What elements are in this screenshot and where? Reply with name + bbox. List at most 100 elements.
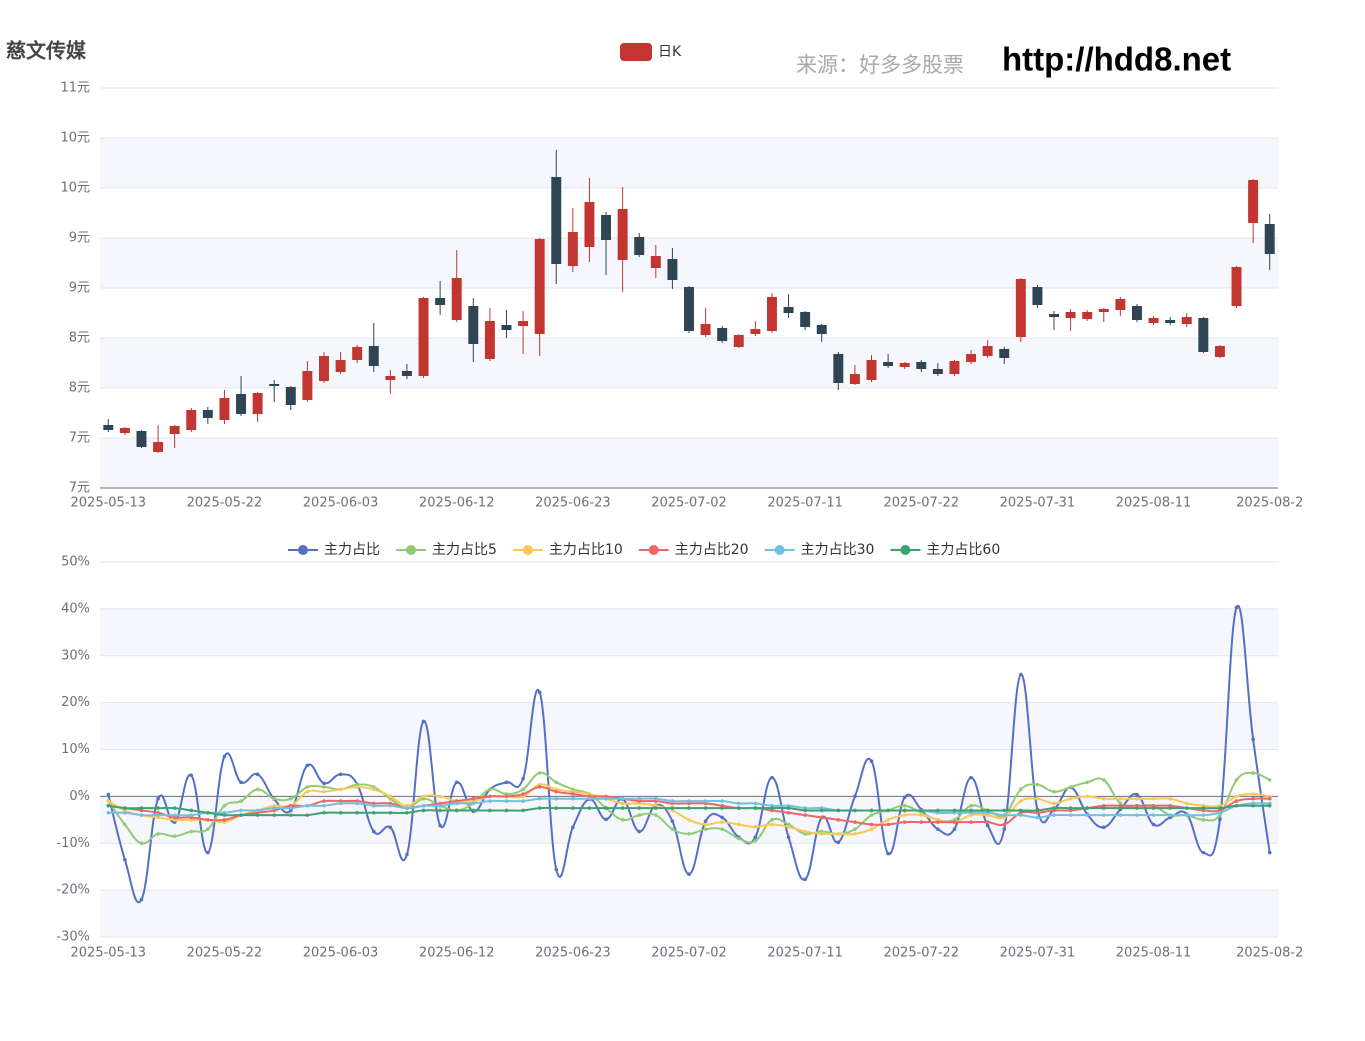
candle-body [617,209,628,260]
point [786,835,791,839]
y-tick-label: -10% [56,836,90,851]
candle-body [667,259,678,280]
legend-label: 主力占比10 [549,542,623,558]
point [1218,817,1222,822]
point [305,785,310,789]
point [305,813,310,817]
point [1267,778,1272,782]
candle-body [999,349,1010,358]
point [902,820,907,824]
point [1002,822,1007,827]
point [1019,808,1023,813]
y-tick-label: -20% [56,883,90,898]
point [388,825,393,830]
point [1035,782,1040,787]
point [322,781,326,786]
point [1184,813,1189,817]
x-tick-label: 2025-07-22 [884,496,960,511]
point [338,787,343,792]
point [189,829,194,834]
point [786,825,791,829]
candle-body [584,202,595,247]
point [1251,737,1255,741]
x-tick-label: 2025-08-2 [1236,496,1303,511]
point [753,801,758,806]
point [355,801,359,806]
candle-body [1231,267,1242,306]
point [1168,796,1172,801]
candle-body [501,325,512,330]
candle-body [1115,299,1126,310]
x-tick-label: 2025-06-03 [303,496,379,511]
point [371,787,376,792]
point [720,799,724,803]
candle-body [750,329,761,334]
point [637,813,642,817]
grid-band [100,238,1278,288]
point [670,827,675,831]
point [1251,796,1255,801]
chart-title: 慈文传媒 [6,39,87,63]
grid-band [100,138,1278,188]
point [1218,810,1222,815]
point [902,803,907,808]
point [969,775,973,780]
candle-body [833,354,844,383]
point [703,827,708,831]
point [421,808,426,813]
point [139,813,144,817]
candle-body [766,297,777,331]
candle-body [484,321,495,359]
x-tick-label: 2025-07-11 [767,946,843,961]
candle-body [982,346,993,356]
point [521,799,525,803]
point [189,813,194,817]
point [902,808,907,813]
candle-body [601,215,612,240]
candle-body [883,362,894,366]
x-tick-label: 2025-07-11 [767,496,843,511]
point [322,785,326,789]
x-tick-label: 2025-05-22 [187,946,263,961]
point [1101,778,1106,782]
point [786,810,791,815]
candle-body [783,307,794,313]
y-tick-label: 9元 [69,281,90,296]
point [1151,806,1156,810]
point [521,808,525,813]
point [819,832,824,836]
point [405,852,409,857]
point [521,776,525,781]
point [952,808,957,813]
point [770,818,774,822]
point [687,872,691,876]
point [969,808,973,813]
point [139,841,144,846]
point [654,796,658,801]
point [554,806,559,810]
y-tick-label: 8元 [69,331,90,346]
point [1101,796,1106,801]
point [919,820,924,824]
point [654,806,658,810]
point [206,818,210,822]
point [1019,787,1023,792]
y-tick-label: 20% [61,695,90,710]
candle-body [385,376,396,380]
point [454,801,459,806]
point [819,815,824,820]
point [620,801,625,806]
point [952,827,957,831]
candle-body [816,325,827,334]
point [471,801,476,806]
point [289,813,293,817]
candle-body [899,363,910,367]
grid-band [100,890,1278,937]
candle-body [1015,279,1026,337]
legend-label: 主力占比60 [926,542,1000,558]
candle-body [401,371,412,376]
legend-dot [900,545,911,555]
point [919,813,924,817]
candle-body [169,426,180,434]
legend-label: 日K [658,44,682,60]
